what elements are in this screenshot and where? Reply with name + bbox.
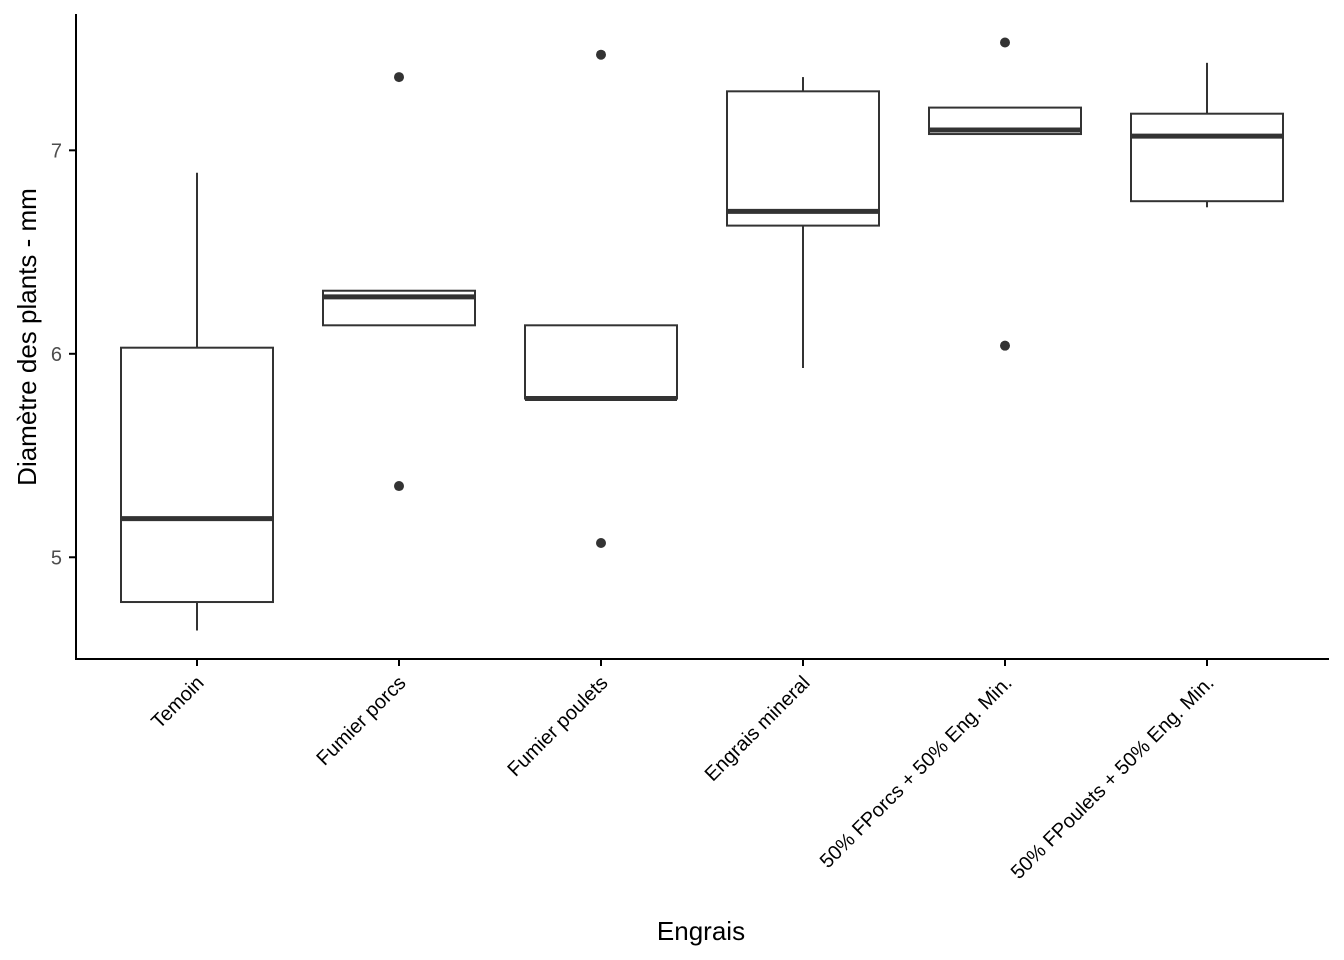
x-tick-label: 50% FPorcs + 50% Eng. Min. <box>816 672 1017 873</box>
y-axis-title: Diamètre des plants - mm <box>12 188 42 486</box>
box-group <box>1130 62 1284 208</box>
x-tick-label: Engrais mineral <box>701 672 815 786</box>
plot-marks <box>120 37 1284 631</box>
outlier-point <box>1000 37 1010 48</box>
box-group <box>524 49 678 549</box>
y-axis-ticks: 5 6 7 <box>51 140 76 569</box>
outlier-point <box>1000 340 1010 351</box>
outlier-point <box>394 481 404 492</box>
outlier-point <box>394 72 404 83</box>
outlier-point <box>596 538 606 549</box>
box-iqr <box>120 346 274 604</box>
box-iqr <box>524 324 678 400</box>
x-tick-label: Temoin <box>147 672 208 733</box>
box-group <box>928 37 1082 351</box>
x-tick-label: 50% FPoulets + 50% Eng. Min. <box>1007 672 1219 884</box>
box-iqr <box>1130 112 1284 203</box>
box-group <box>726 77 880 369</box>
outlier-point <box>596 49 606 60</box>
y-tick-label: 5 <box>51 547 62 569</box>
y-tick-label: 6 <box>51 344 62 366</box>
x-axis-ticks: Temoin Fumier porcs Fumier poulets Engrais … <box>147 659 1219 884</box>
box-iqr <box>726 90 880 227</box>
x-axis-title: Engrais <box>657 916 745 946</box>
box-group <box>120 172 274 631</box>
box-group <box>322 72 476 492</box>
y-tick-label: 7 <box>51 140 62 162</box>
x-tick-label: Fumier poulets <box>503 672 612 781</box>
x-tick-label: Fumier porcs <box>312 672 410 770</box>
